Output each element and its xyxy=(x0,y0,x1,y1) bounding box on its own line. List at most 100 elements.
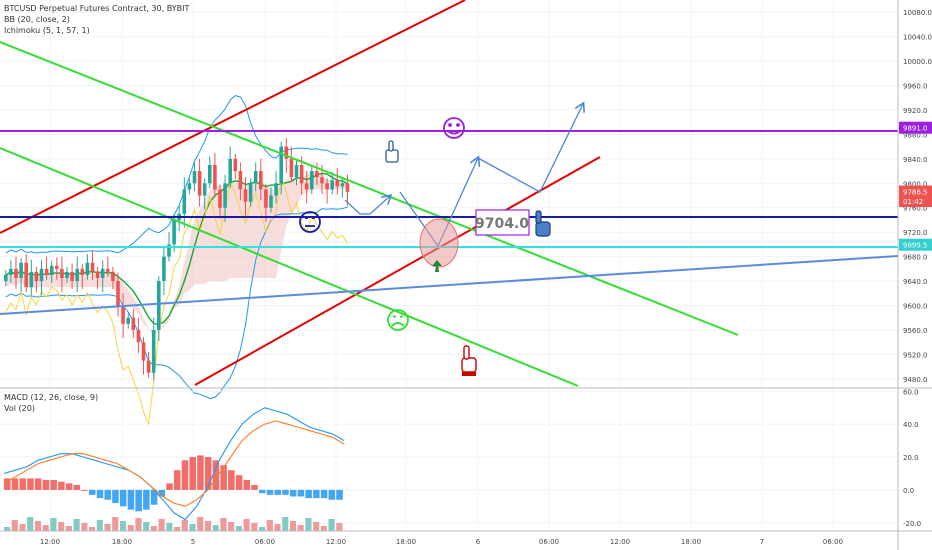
volume-bar xyxy=(235,526,242,531)
macd-histogram-bar xyxy=(251,484,258,490)
candle-body xyxy=(284,146,289,159)
red-channel-upper[interactable] xyxy=(0,0,466,234)
green-channel-upper[interactable] xyxy=(0,41,739,336)
hand-pointer-left-icon xyxy=(535,210,551,237)
volume-bar xyxy=(96,520,103,531)
volume-bar xyxy=(274,524,281,531)
candle-body xyxy=(320,177,324,184)
macd-histogram-bar xyxy=(220,465,227,490)
macd-tick-label: 40.0 xyxy=(903,421,919,429)
candle-body xyxy=(192,171,197,184)
candle-body xyxy=(269,195,273,208)
price-axis[interactable]: 10080.010040.010000.09960.09920.09880.09… xyxy=(903,9,932,384)
price-callout[interactable]: 9704.0 xyxy=(475,209,530,236)
macd-axis[interactable]: 60.0 40.0 20.0 0.0 -20.0 xyxy=(903,388,921,527)
candle-body xyxy=(4,274,8,282)
legend-ichimoku: Ichimoku (5, 1, 57, 1) xyxy=(4,26,90,35)
candle-body xyxy=(208,164,212,184)
candle-body xyxy=(223,183,227,208)
macd-histogram-bar xyxy=(282,489,289,495)
candle-body xyxy=(141,342,146,361)
candlesticks xyxy=(4,138,350,381)
price-tick-label: 10040.0 xyxy=(903,34,932,42)
price-tag-label: 01:42 xyxy=(903,198,923,206)
candle-body xyxy=(187,183,192,190)
candle-body xyxy=(29,271,34,288)
time-tick-label: 7 xyxy=(760,538,764,546)
volume-bar xyxy=(259,527,266,531)
volume-bar xyxy=(174,527,181,531)
candle-body xyxy=(172,219,176,245)
macd-histogram-bar xyxy=(89,489,96,495)
volume-bar xyxy=(81,523,88,531)
price-tag xyxy=(899,121,932,134)
volume-bar xyxy=(251,523,258,531)
volume-bar xyxy=(212,525,219,531)
candle-body xyxy=(248,183,253,202)
volume-bar xyxy=(181,520,188,531)
volume-bar xyxy=(313,522,320,531)
macd-histogram-bar xyxy=(50,480,57,490)
volume-bar xyxy=(328,519,335,531)
green-channel-lower[interactable] xyxy=(0,147,579,387)
macd-histogram-bar xyxy=(73,484,81,490)
price-tick-label: 10000.0 xyxy=(903,58,932,66)
legend-bb: BB (20, close, 2) xyxy=(4,15,70,24)
volume-bar xyxy=(11,520,18,531)
candle-body xyxy=(259,171,263,190)
price-tags: 9891.0 9786.501:42 9699.5 xyxy=(899,121,932,251)
red-channel-lower[interactable] xyxy=(194,156,601,386)
candle-body xyxy=(85,262,90,275)
macd-tick-label: 60.0 xyxy=(903,388,919,396)
price-tick-label: 9800.0 xyxy=(903,180,928,188)
volume-bar xyxy=(204,521,212,531)
candle-body xyxy=(243,189,248,202)
highlight-circle[interactable] xyxy=(419,218,459,268)
price-tag-label: 9786.5 xyxy=(903,189,928,197)
macd-histogram-bar xyxy=(274,489,281,495)
price-tick-label: 10080.0 xyxy=(903,9,932,17)
volume-bar xyxy=(189,524,196,531)
macd-histogram-bar xyxy=(65,483,73,490)
volume-bar xyxy=(220,518,227,531)
macd-histogram-bar xyxy=(336,489,343,500)
candle-body xyxy=(330,180,334,190)
trend-drawings[interactable]: 9704.0 xyxy=(0,0,899,387)
neutral-face-icon xyxy=(299,211,321,233)
bb-lower-band xyxy=(5,206,348,400)
time-tick-label: 06:00 xyxy=(539,538,559,546)
macd-histogram-bar xyxy=(174,470,181,490)
cloud-area xyxy=(5,171,348,336)
volume-bar xyxy=(127,525,134,531)
candle-body xyxy=(75,268,79,282)
candle-body xyxy=(325,183,329,190)
time-tick-label: 12:00 xyxy=(610,538,630,546)
macd-histogram-bar xyxy=(228,470,235,490)
candle-body xyxy=(111,271,115,282)
candle-body xyxy=(299,164,304,184)
blue-trend-line[interactable] xyxy=(0,255,899,315)
macd-histogram-bar xyxy=(320,489,328,499)
time-tick-label: 18:00 xyxy=(112,538,132,546)
volume-bar xyxy=(19,524,26,531)
macd-panel xyxy=(0,390,898,531)
candle-body xyxy=(116,281,120,306)
volume-bar xyxy=(297,525,304,531)
volume-bar xyxy=(65,526,72,531)
candle-body xyxy=(19,262,23,279)
macd-histogram-bar xyxy=(259,489,266,494)
candle-body xyxy=(44,268,49,275)
price-tick-label: 9600.0 xyxy=(903,303,928,311)
time-axis[interactable]: 12:00 18:00 5 06:00 12:00 18:00 6 06:00 12:00 18:… xyxy=(40,538,843,546)
volume-bar xyxy=(336,523,343,531)
volume-bar xyxy=(289,521,297,531)
volume-bar xyxy=(135,518,142,531)
volume-bar xyxy=(197,517,204,531)
volume-bar xyxy=(150,526,157,531)
ichimoku-lagging-line xyxy=(5,176,348,427)
callout-label: 9704.0 xyxy=(475,216,529,232)
candle-body xyxy=(49,265,54,275)
time-tick-label: 06:00 xyxy=(823,538,843,546)
candle-body xyxy=(34,271,39,282)
